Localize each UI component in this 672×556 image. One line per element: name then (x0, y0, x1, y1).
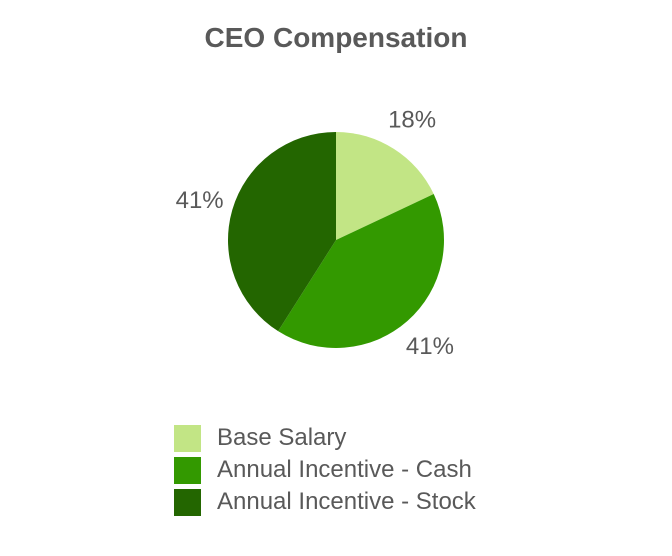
pie-data-label-2: 41% (176, 187, 224, 214)
legend-item: Base Salary (174, 422, 594, 454)
pie-data-label-0: 18% (388, 107, 436, 134)
legend: Base Salary Annual Incentive - Cash Annual… (174, 422, 594, 518)
pie-slices (227, 132, 445, 348)
legend-item: Annual Incentive - Stock (174, 486, 594, 518)
pie-data-labels: 18% 41% 41% (176, 107, 454, 360)
pie-data-label-1: 41% (406, 333, 454, 360)
legend-swatch (174, 424, 201, 452)
legend-label: Annual Incentive - Stock (217, 488, 476, 515)
legend-label: Annual Incentive - Cash (217, 456, 472, 483)
pie-slice-2 (227, 132, 336, 332)
legend-swatch (174, 456, 201, 484)
chart-title: CEO Compensation (204, 22, 468, 53)
legend-label: Base Salary (217, 424, 347, 451)
pie-slice-1 (278, 194, 445, 348)
legend-swatch (174, 488, 201, 516)
legend-item: Annual Incentive - Cash (174, 454, 594, 486)
pie-slice-0 (336, 132, 434, 240)
